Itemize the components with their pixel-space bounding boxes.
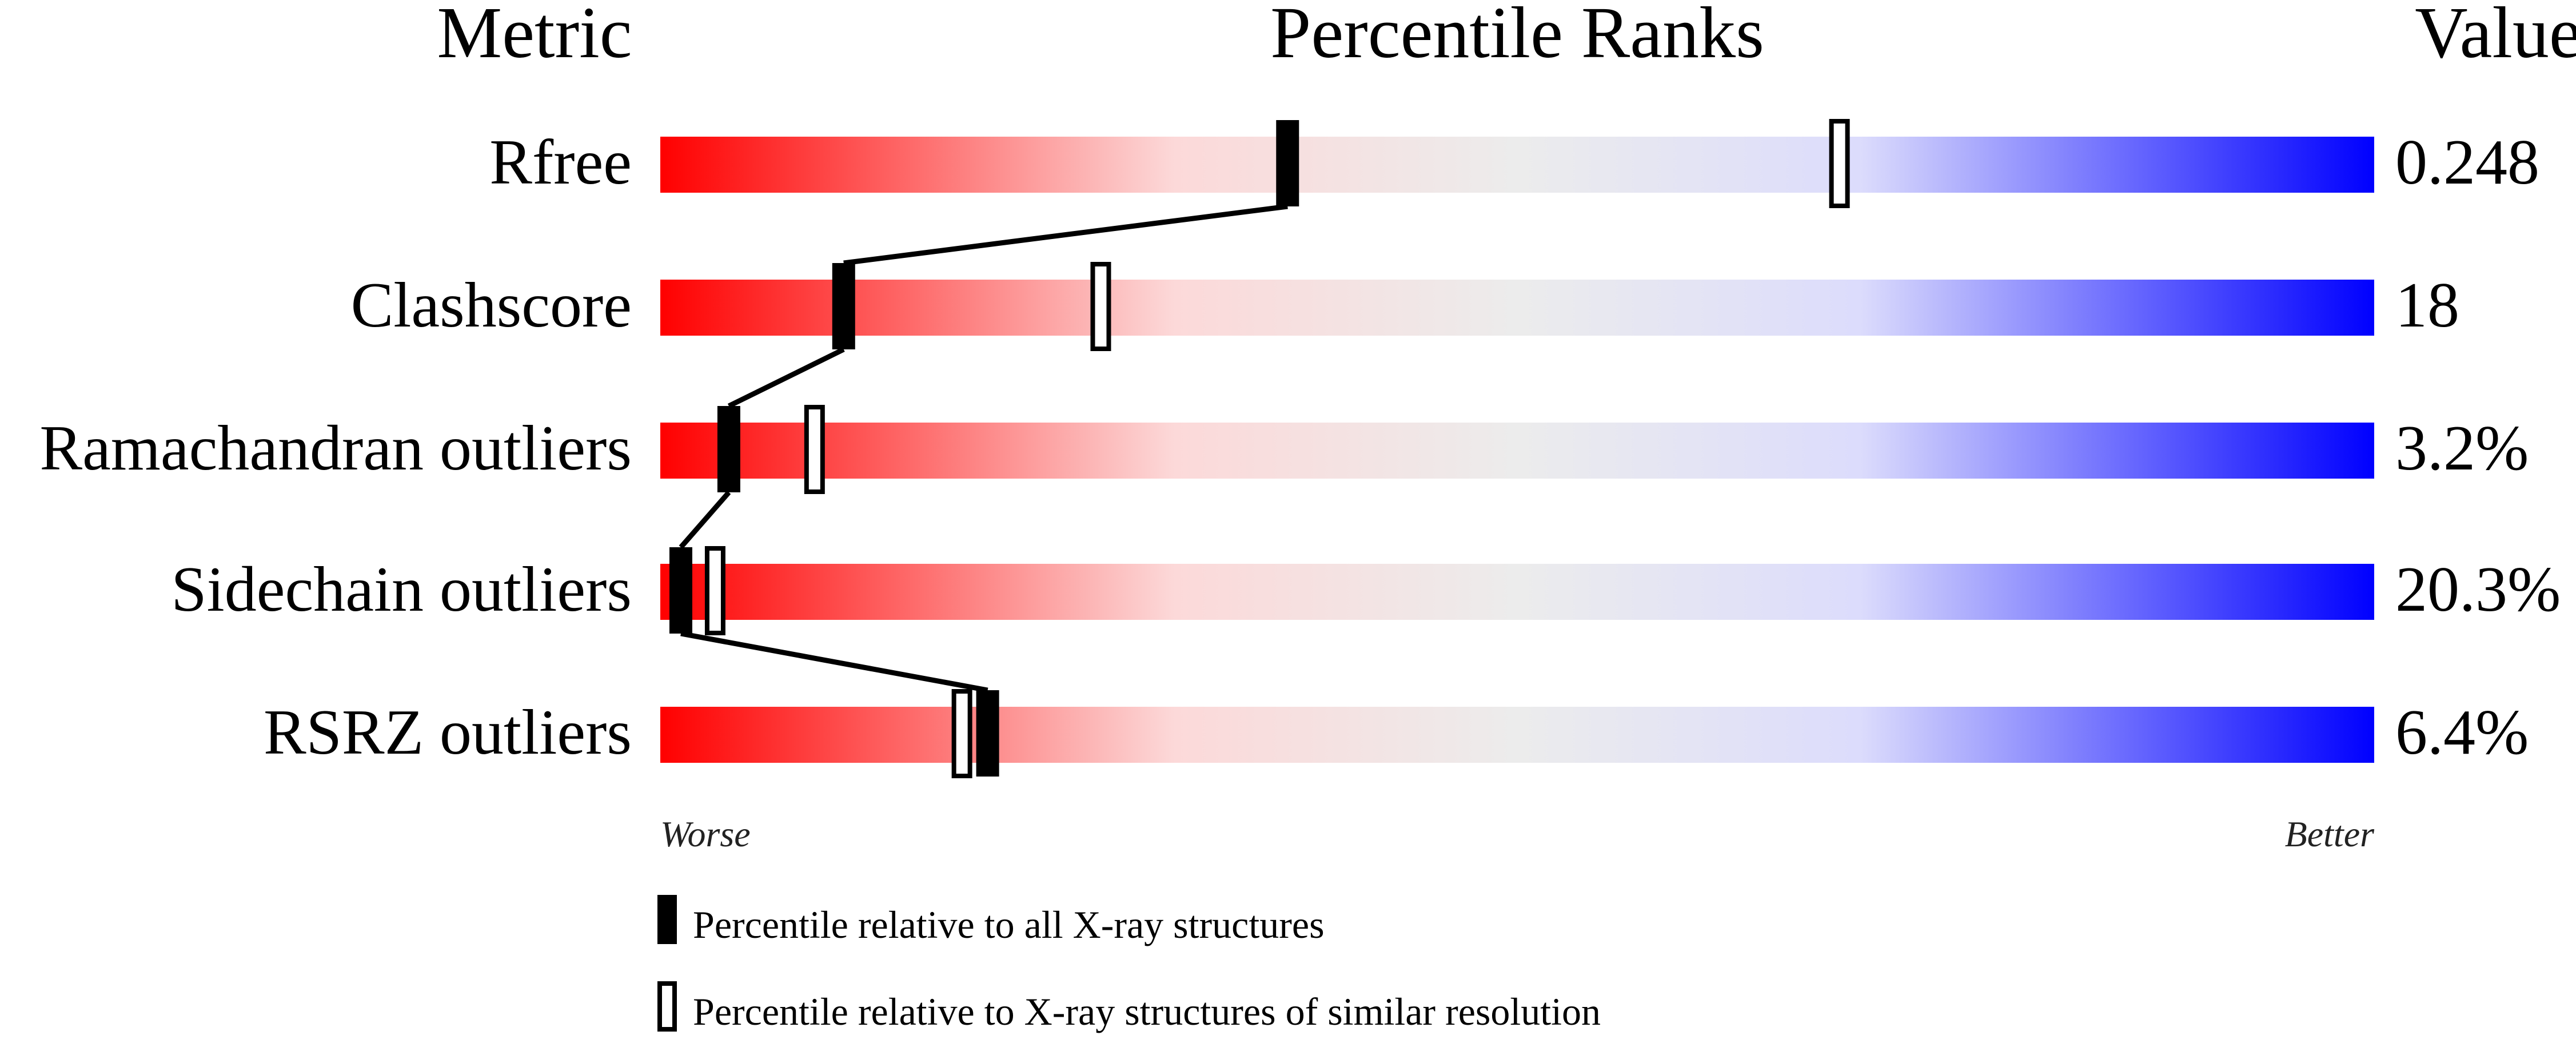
percentile-bar [660, 707, 2374, 763]
header-metric: Metric [437, 0, 632, 73]
metric-label: Clashscore [351, 270, 632, 341]
header-value: Value [2415, 0, 2576, 73]
metric-value: 3.2% [2395, 413, 2529, 484]
connector-line [727, 347, 845, 409]
legend-filled-marker [657, 895, 677, 944]
percentile-bar [660, 564, 2374, 620]
percentile-bar [660, 137, 2374, 193]
metric-label: Ramachandran outliers [39, 413, 632, 484]
marker-similar-resolution [704, 546, 725, 635]
marker-similar-resolution [804, 405, 825, 494]
marker-similar-resolution [1829, 119, 1850, 208]
metric-value: 18 [2395, 270, 2459, 341]
metric-label: Sidechain outliers [171, 554, 632, 625]
percentile-bar [660, 423, 2374, 479]
metric-value: 6.4% [2395, 697, 2529, 768]
legend-open-marker [657, 981, 677, 1032]
marker-similar-resolution [1090, 262, 1111, 351]
legend-filled-label: Percentile relative to all X-ray structu… [693, 903, 1325, 946]
percentile-bar [660, 280, 2374, 336]
metric-value: 0.248 [2395, 127, 2539, 198]
marker-all-structures [717, 406, 740, 492]
metric-label: RSRZ outliers [264, 697, 632, 768]
marker-all-structures [669, 547, 692, 634]
scale-better-label: Better [2285, 814, 2375, 854]
header-percentile-ranks: Percentile Ranks [1270, 0, 1764, 73]
legend-open-label: Percentile relative to X-ray structures … [693, 990, 1601, 1033]
metric-value: 20.3% [2395, 554, 2561, 625]
connector-line [679, 491, 731, 549]
marker-all-structures [1276, 120, 1299, 206]
marker-all-structures [976, 690, 999, 777]
connector-line [680, 631, 988, 693]
marker-similar-resolution [951, 689, 972, 778]
metric-label: Rfree [489, 127, 632, 198]
marker-all-structures [832, 263, 855, 349]
connector-line [843, 204, 1288, 266]
scale-worse-label: Worse [660, 814, 751, 854]
